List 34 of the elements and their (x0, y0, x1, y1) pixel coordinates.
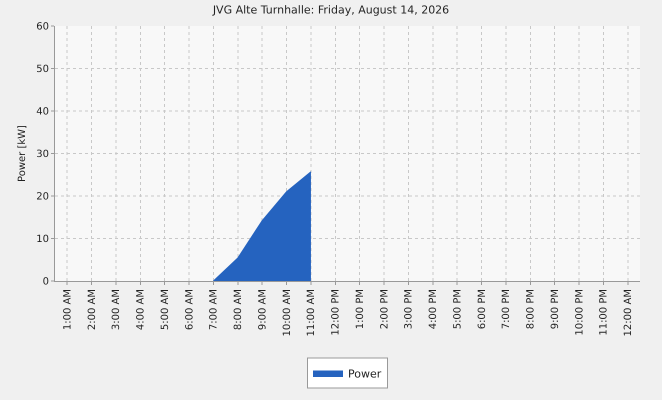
x-tick-label: 3:00 AM (111, 289, 122, 330)
x-tick-label: 8:00 AM (233, 289, 244, 330)
legend-label: Power (348, 367, 382, 380)
x-tick-label: 4:00 AM (136, 289, 147, 330)
x-tick-label: 9:00 AM (257, 289, 268, 330)
y-tick-label: 30 (36, 149, 49, 160)
x-tick-label: 6:00 AM (184, 289, 196, 330)
y-tick-label: 50 (36, 64, 49, 75)
y-tick-label: 20 (36, 192, 49, 202)
y-axis-title: Power [kW] (17, 124, 28, 182)
x-tick-label: 8:00 PM (526, 289, 537, 330)
x-tick-label: 10:00 PM (574, 289, 586, 336)
x-tick-label: 5:00 AM (160, 289, 171, 330)
x-tick-label: 4:00 PM (428, 289, 440, 330)
x-tick-label: 1:00 PM (354, 289, 366, 330)
x-tick-label: 12:00 PM (330, 289, 342, 336)
x-tick-label: 9:00 PM (550, 289, 561, 330)
x-tick-label: 1:00 AM (62, 289, 74, 330)
x-tick-label: 11:00 AM (306, 289, 318, 336)
x-tick-label: 2:00 AM (86, 289, 98, 330)
x-tick-label: 6:00 PM (476, 289, 488, 330)
y-tick-label: 0 (42, 276, 49, 288)
x-tick-label: 3:00 PM (404, 289, 415, 330)
x-tick-label: 10:00 AM (282, 289, 293, 336)
x-tick-label: 7:00 AM (208, 289, 220, 330)
y-tick-label: 10 (36, 234, 49, 245)
y-tick-label: 40 (36, 106, 49, 118)
x-tick-label: 2:00 PM (379, 289, 390, 330)
chart-title: JVG Alte Turnhalle: Friday, August 14, 2026 (212, 4, 450, 17)
y-tick-label: 60 (36, 22, 49, 32)
x-tick-label: 11:00 PM (598, 289, 610, 336)
x-tick-label: 12:00 AM (623, 289, 634, 336)
x-tick-label: 5:00 PM (452, 289, 464, 330)
x-tick-label: 7:00 PM (501, 289, 512, 330)
